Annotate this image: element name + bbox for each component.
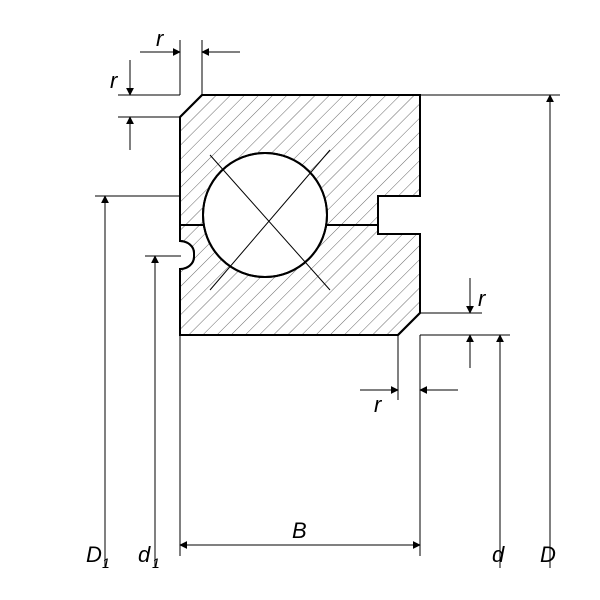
label-r-bot-h: r [374, 392, 383, 417]
label-d1: d [138, 542, 151, 567]
label-B: B [292, 518, 307, 543]
dim-r-top-vert: r [110, 60, 180, 150]
dim-d: d [420, 335, 510, 568]
dim-r-top-horiz: r [140, 26, 240, 95]
ball [203, 153, 327, 277]
label-d: d [492, 542, 505, 567]
bearing-cross-section: r r r r B D 1 d [0, 0, 600, 600]
label-r-top-h: r [156, 26, 165, 51]
dim-r-bot-vert: r [420, 278, 487, 368]
dim-d1: d 1 [138, 256, 181, 571]
dim-D1: D 1 [86, 196, 181, 571]
label-d1-sub: 1 [152, 555, 160, 571]
dim-B: B [180, 335, 420, 556]
dim-r-bot-horiz: r [360, 335, 458, 417]
label-r-top-v: r [110, 68, 119, 93]
dim-D: D [420, 95, 560, 568]
label-D1-sub: 1 [102, 555, 110, 571]
label-r-bot-v: r [478, 286, 487, 311]
section-body [180, 95, 420, 335]
label-D1: D [86, 542, 102, 567]
label-D: D [540, 542, 556, 567]
